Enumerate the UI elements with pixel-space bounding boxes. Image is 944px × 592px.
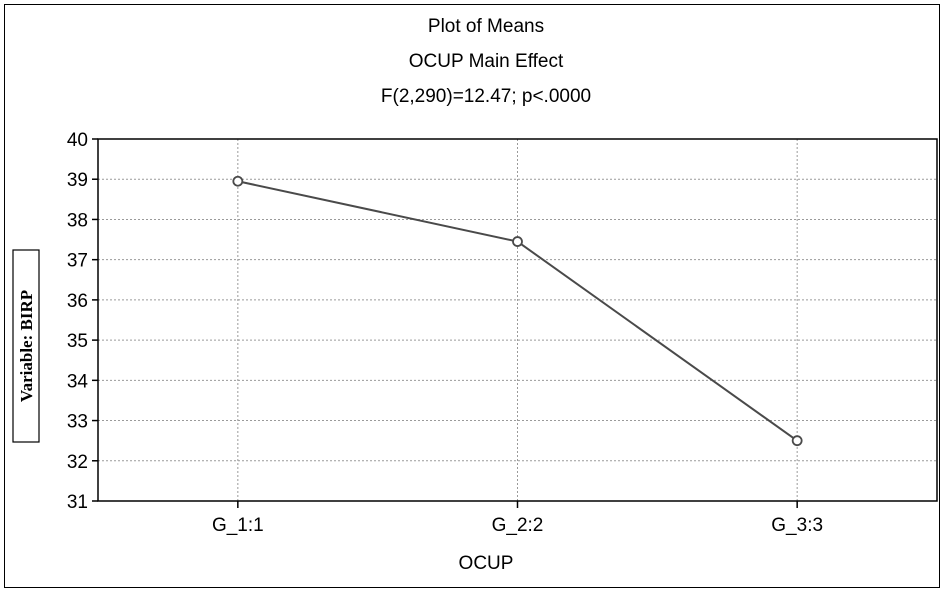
chart-subtitle: OCUP Main Effect [409,51,564,72]
plot-area-frame [97,138,938,502]
x-axis-label: OCUP [459,553,514,574]
y-tick-layer: 31 32 33 34 35 36 37 38 39 40 [67,130,98,513]
x-tick-layer: G_1:1 G_2:2 G_3:3 [212,501,823,536]
y-tick-label: 37 [67,251,88,272]
x-tick-label: G_3:3 [771,515,823,536]
grid-layer [98,139,937,501]
y-tick-label: 40 [67,130,88,151]
x-tick-label: G_2:2 [492,515,544,536]
y-tick-label: 36 [67,291,88,312]
y-tick-label: 39 [67,170,88,191]
chart-title: Plot of Means [428,16,544,37]
data-point-marker [512,236,523,247]
data-point-marker [791,435,803,447]
y-tick-label: 31 [67,492,88,513]
chart-stat-line: F(2,290)=12.47; p<.0000 [381,86,591,107]
y-tick-label: 32 [67,452,88,473]
y-axis-label: Variable: BIRP [17,290,36,402]
y-axis-label-box: Variable: BIRP [12,249,40,443]
series-layer [232,175,803,447]
y-tick-label: 35 [67,331,88,352]
y-tick-label: 38 [67,210,88,231]
y-axis-label-frame [12,249,40,443]
outer-frame [4,4,940,588]
x-tick-label: G_1:1 [212,515,264,536]
data-point-marker [232,175,244,187]
y-tick-label: 33 [67,412,88,433]
y-tick-label: 34 [67,371,89,392]
